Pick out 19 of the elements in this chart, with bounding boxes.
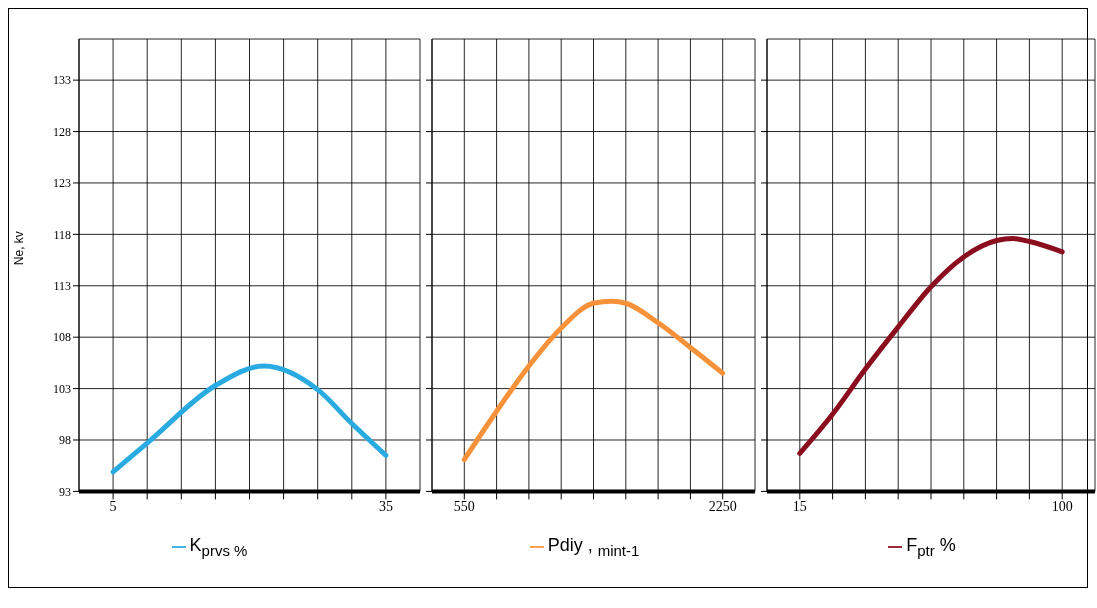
x-tick-label: 100	[1051, 499, 1073, 515]
y-tick-label: 128	[53, 124, 71, 139]
y-tick-label: 133	[53, 73, 71, 88]
x-tick-label: 550	[453, 499, 475, 515]
x-tick-label: 15	[792, 499, 807, 515]
y-tick-label: 113	[53, 279, 71, 294]
y-tick-label: 123	[53, 176, 71, 191]
y-tick-label: 93	[59, 484, 71, 499]
y-tick-label: 103	[53, 381, 71, 396]
y-tick-label: 98	[59, 433, 71, 448]
y-tick-label: 108	[53, 330, 71, 345]
legend-label: F$_{ptr}$ %	[906, 535, 956, 559]
y-tick-label: 118	[53, 227, 71, 242]
legend-label: Pdiy , $_{mint-1}$	[547, 535, 640, 559]
legend-label: K$_{prvs %}$	[189, 535, 248, 559]
x-tick-label: 5	[109, 499, 117, 515]
x-tick-label: 2250	[708, 499, 737, 515]
x-tick-label: 35	[378, 499, 393, 515]
y-axis-title: Ne, kv	[12, 231, 27, 266]
